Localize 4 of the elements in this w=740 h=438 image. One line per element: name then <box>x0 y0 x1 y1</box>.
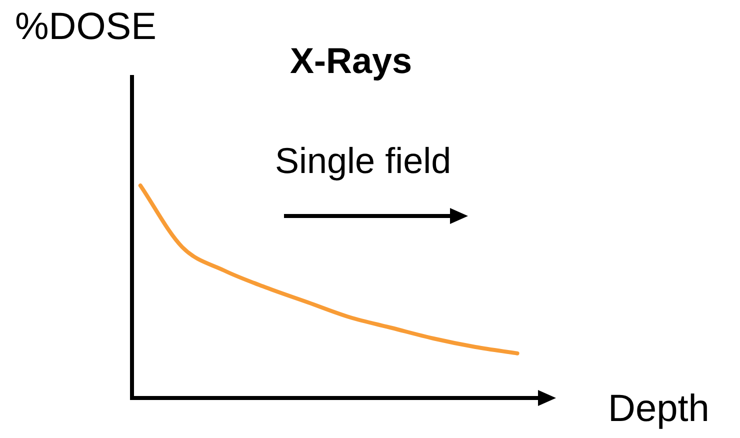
x-axis-title: Depth <box>608 388 710 431</box>
y-axis-title: %DOSE <box>15 6 156 49</box>
chart-title: X-Rays <box>290 40 412 82</box>
text: Single field <box>275 140 452 182</box>
